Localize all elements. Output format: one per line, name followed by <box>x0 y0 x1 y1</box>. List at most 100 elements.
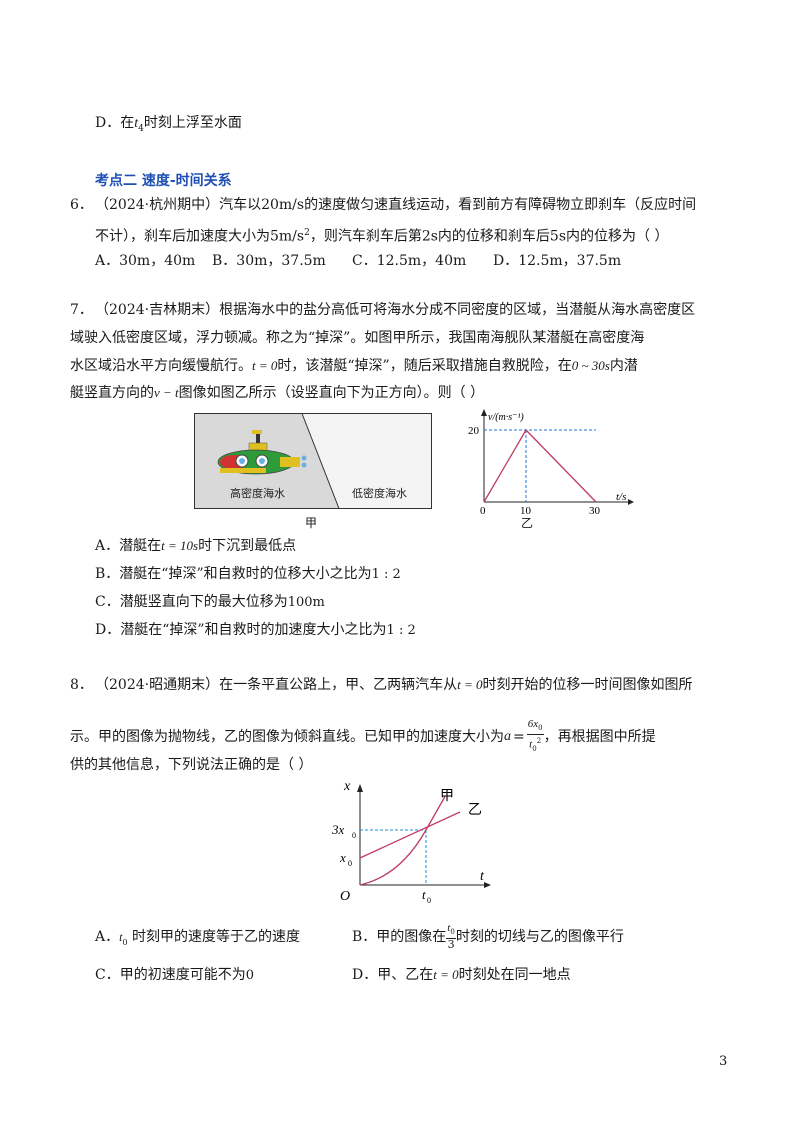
q8-line1-a: （2024·昭通期末）在一条平直公路上，甲、乙两辆汽车从 <box>95 677 458 693</box>
q8-option-a-label: A． <box>95 929 120 945</box>
q8-option-a-sub: 0 <box>122 937 128 947</box>
prev-option-d-post: 时刻上浮至水面 <box>143 115 242 131</box>
q8-option-d-text: D．甲、乙在 <box>352 967 434 983</box>
q7-line3-a: 水区域沿水平方向缓慢航行。 <box>70 358 252 374</box>
q8-option-b-denominator: 3 <box>447 938 455 952</box>
tick-3x0-sub: 0 <box>352 831 356 840</box>
tick-x0-sub: 0 <box>348 859 352 868</box>
q7-line3-e: 内潜 <box>609 358 638 374</box>
q7-line3: 水区域沿水平方向缓慢航行。t = 0时，该潜艇“掉深”，随后采取措施自救脱险，在… <box>70 358 638 374</box>
q6-line2-a: 不计），刹车后加速度大小为5m/s <box>95 228 305 245</box>
q6-number: 6． <box>70 197 93 213</box>
q7-line3-b: t = 0 <box>252 358 278 373</box>
q8-line1-b: t = 0 <box>457 677 483 692</box>
prev-option-d-var: t <box>134 116 139 131</box>
low-density-label: 低密度海水 <box>352 486 407 500</box>
figure-q8: x t O 3x 0 x 0 t 0 甲 乙 <box>331 779 491 905</box>
figure-jia-caption: 甲 <box>305 516 318 530</box>
q7-option-d-text: D．潜艇在“掉深”和自救时的加速度大小之比为 <box>95 622 387 638</box>
t-axis-label: t/s <box>616 491 626 503</box>
q6-option-d: D．12.5m，37.5m <box>493 253 622 269</box>
line-yi <box>359 811 461 859</box>
tick-t0-sub: 0 <box>427 896 431 905</box>
q6-option-b: B．30m，37.5m <box>212 253 326 269</box>
q8-option-a-text: 时刻甲的速度等于乙的速度 <box>127 929 301 945</box>
q7-option-c-math: 100m <box>287 595 325 610</box>
q8-line1: （2024·昭通期末）在一条平直公路上，甲、乙两辆汽车从t = 0时刻开始的位移… <box>95 677 693 693</box>
q8-line1-c: 时刻开始的位移一时间图像如图所 <box>482 677 693 693</box>
q7-option-a-math: t = 10s <box>161 538 199 553</box>
q8-option-b: B．甲的图像在 t0 3 时刻的切线与乙的图像平行 <box>352 922 624 951</box>
q8-frac-den-sub: 0 <box>532 745 537 754</box>
q7-option-b: B．潜艇在“掉深”和自救时的位移大小之比为1 : 2 <box>95 567 401 582</box>
submarine-icon <box>217 430 307 475</box>
x-axis-label: x <box>343 779 351 794</box>
q8-line3: 供的其他信息，下列说法正确的是（ ） <box>70 757 313 773</box>
vt-curve <box>483 428 597 503</box>
q8-number: 8． <box>70 677 93 693</box>
q8-frac-den-sup: 2 <box>536 737 542 746</box>
q8-frac-num-text: 6x <box>527 718 539 730</box>
q8-line2-a: 示。甲的图像为抛物线，乙的图像为倾斜直线。已知甲的加速度大小为 <box>70 728 504 745</box>
q7-option-a-text: A．潜艇在 <box>95 538 162 554</box>
q8-line2-b: ，再根据图中所提 <box>543 728 656 745</box>
q7-option-c-text: C．潜艇竖直向下的最大位移为 <box>95 594 288 610</box>
q8-option-d: D．甲、乙在t = 0时刻处在同一地点 <box>352 967 571 983</box>
q7-option-d: D．潜艇在“掉深”和自救时的加速度大小之比为1 : 2 <box>95 623 416 638</box>
q7-line1: （2024·吉林期末）根据海水中的盐分高低可将海水分成不同密度的区域，当潜艇从海… <box>95 302 696 318</box>
q8-frac-num-sub: 0 <box>538 724 543 733</box>
figure-yi: v/(m·s⁻¹) t/s 20 0 10 30 <box>468 409 634 516</box>
q8-line2-eq: = <box>513 728 525 745</box>
q8-option-b-post: 时刻的切线与乙的图像平行 <box>455 928 624 945</box>
q7-option-a-post: 时下沉到最低点 <box>198 538 297 554</box>
page-number: 3 <box>719 1054 728 1069</box>
section-title: 考点二 速度-时间关系 <box>95 173 232 189</box>
x-axis-arrow <box>357 784 363 792</box>
q6-line2-b: ，则汽车刹车后第2s内的位移和刹车后5s内的位移为（ ） <box>309 228 669 245</box>
q8-option-c: C．甲的初速度可能不为0 <box>95 968 254 983</box>
figure-jia: 高密度海水 低密度海水 <box>194 413 432 509</box>
q7-option-b-text: B．潜艇在“掉深”和自救时的位移大小之比为 <box>95 566 372 582</box>
q7-line2: 域驶入低密度区域，浮力顿减。称之为“掉深”。如图甲所示，我国南海舰队某潜艇在高密… <box>70 330 645 346</box>
q7-line3-c: 时，该潜艇“掉深”，随后采取措施自救脱险，在 <box>277 358 572 374</box>
q7-line3-d: 0 ~ 30s <box>571 358 610 373</box>
q6-option-a: A．30m，40m <box>95 253 196 269</box>
q7-line4-a: 艇竖直方向的 <box>70 385 154 401</box>
q7-number: 7． <box>70 302 93 318</box>
low-density-region <box>301 413 432 509</box>
q7-line4-b: v − t <box>154 385 179 400</box>
q8-option-c-math: 0 <box>245 968 254 983</box>
t-axis-arrow <box>484 882 491 888</box>
q6-option-c: C．12.5m，40m <box>352 253 467 269</box>
curve-label-yi: 乙 <box>468 802 482 818</box>
q8-fraction: 6x0 t02 <box>526 718 544 755</box>
tick-t30: 30 <box>589 505 601 516</box>
figure-yi-caption: 乙 <box>521 516 534 530</box>
q8-line2-var: a <box>504 728 511 744</box>
q8-option-a: A．t0 时刻甲的速度等于乙的速度 <box>95 930 300 950</box>
q8-fraction-denominator: t02 <box>529 735 541 755</box>
q8-frac-den-text: t <box>529 738 533 751</box>
prev-option-d-pre: 在 <box>120 115 135 131</box>
q7-option-d-math: 1 : 2 <box>386 623 416 638</box>
q7-option-a: A．潜艇在t = 10s时下沉到最低点 <box>95 538 297 554</box>
q8-option-b-text: B．甲的图像在 <box>352 928 447 945</box>
t-axis-label: t <box>480 869 485 884</box>
q6-line1: （2024·杭州期中）汽车以20m/s的速度做匀速直线运动，看到前方有障碍物立即… <box>95 197 697 213</box>
v-axis-arrow <box>481 409 487 416</box>
q7-option-b-math: 1 : 2 <box>371 567 401 582</box>
tick-t0: t <box>422 887 426 902</box>
tick-x0: x <box>339 850 346 865</box>
t-axis-arrow <box>628 499 634 505</box>
prev-option-d-label: D． <box>95 115 121 131</box>
q8-option-b-num-sub: 0 <box>450 928 455 937</box>
q7-line4-c: 图像如图乙所示（设竖直向下为正方向）。则（ ） <box>178 385 485 401</box>
curve-label-jia: 甲 <box>440 789 454 804</box>
q7-option-c: C．潜艇竖直向下的最大位移为100m <box>95 595 325 610</box>
q8-option-d-math: t = 0 <box>433 967 459 982</box>
tick-v20: 20 <box>468 425 480 437</box>
q8-line2: 示。甲的图像为抛物线，乙的图像为倾斜直线。已知甲的加速度大小为 a = 6x0 … <box>70 718 656 755</box>
q6-line2-sup: 2 <box>304 228 310 238</box>
q8-option-c-text: C．甲的初速度可能不为 <box>95 967 246 983</box>
parabola-jia <box>359 796 446 886</box>
